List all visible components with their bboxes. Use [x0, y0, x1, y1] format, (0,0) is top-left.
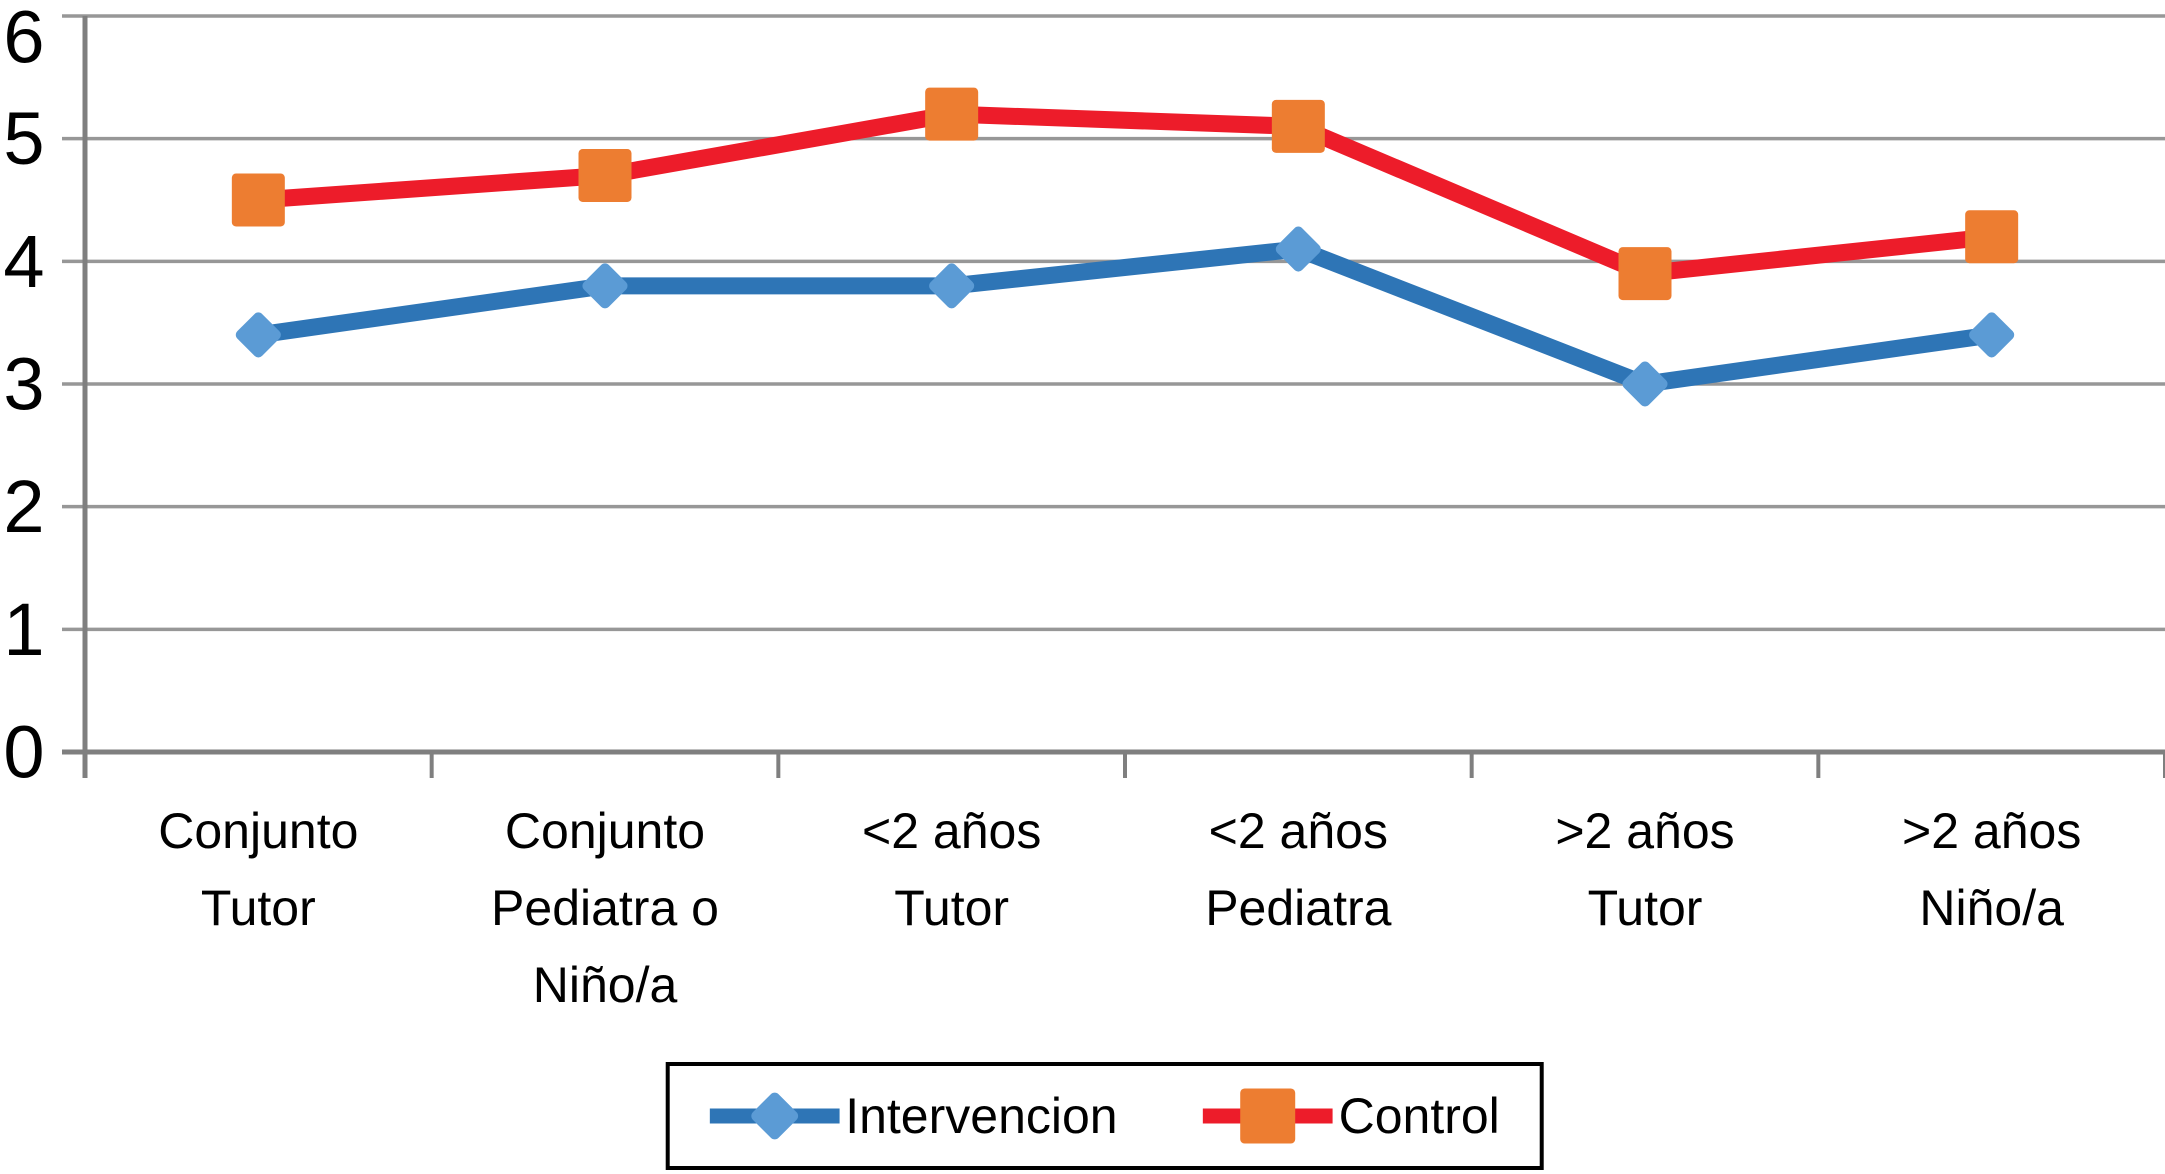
y-tick-label: 3	[3, 343, 44, 426]
diamond-marker-icon	[929, 263, 975, 309]
x-category-label-2: <2 años Tutor	[862, 803, 1041, 936]
y-tick-label: 5	[3, 97, 44, 180]
x-category-label-3: <2 años Pediatra	[1205, 803, 1391, 936]
diamond-marker-icon	[1275, 226, 1321, 272]
legend-marker-square-icon	[1202, 1088, 1333, 1144]
square-marker-icon	[231, 173, 285, 227]
x-category-label-1: Conjunto Pediatra o Niño/a	[491, 803, 719, 1013]
x-category-label-5: >2 años Niño/a	[1902, 803, 2081, 936]
y-tick-label: 0	[3, 711, 44, 794]
x-category-label-0: Conjunto Tutor	[158, 803, 358, 936]
square-marker-icon	[578, 148, 632, 202]
series-line-control	[257, 105, 1993, 283]
y-tick-label: 1	[3, 588, 44, 671]
diamond-marker-icon	[1622, 361, 1668, 407]
diamond-marker-icon	[750, 1092, 798, 1140]
chart-legend: Intervencion Control	[665, 1062, 1544, 1170]
square-marker-icon	[1271, 99, 1325, 153]
square-marker-icon	[1965, 210, 2019, 264]
series-line-intervencion	[257, 240, 1993, 393]
x-category-label-4: >2 años Tutor	[1555, 803, 1734, 936]
legend-label-control: Control	[1338, 1088, 1500, 1144]
y-tick-label: 4	[3, 220, 44, 303]
diamond-marker-icon	[235, 312, 281, 358]
legend-item-control: Control	[1202, 1076, 1500, 1156]
line-chart-canvas: 0 1 2 3 4 5 6 Conjunto Tutor Conjunto Pediatra o Ni…	[3, 0, 2165, 1013]
diamond-marker-icon	[582, 263, 628, 309]
y-tick-label: 6	[3, 0, 44, 79]
legend-marker-diamond-icon	[709, 1092, 840, 1140]
y-tick-label: 2	[3, 465, 44, 548]
square-marker-icon	[1240, 1088, 1296, 1144]
square-marker-icon	[925, 87, 979, 141]
diamond-marker-icon	[1969, 312, 2015, 358]
legend-item-intervencion: Intervencion	[709, 1076, 1118, 1156]
legend-label-intervencion: Intervencion	[845, 1088, 1118, 1144]
square-marker-icon	[1618, 247, 1672, 301]
